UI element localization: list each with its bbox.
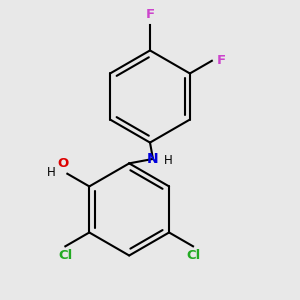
Text: F: F: [216, 54, 225, 67]
Text: F: F: [146, 8, 154, 21]
Text: H: H: [164, 154, 173, 167]
Text: H: H: [46, 166, 56, 179]
Text: Cl: Cl: [186, 249, 200, 262]
Text: Cl: Cl: [58, 249, 73, 262]
Text: O: O: [58, 157, 69, 170]
Text: N: N: [147, 152, 159, 166]
